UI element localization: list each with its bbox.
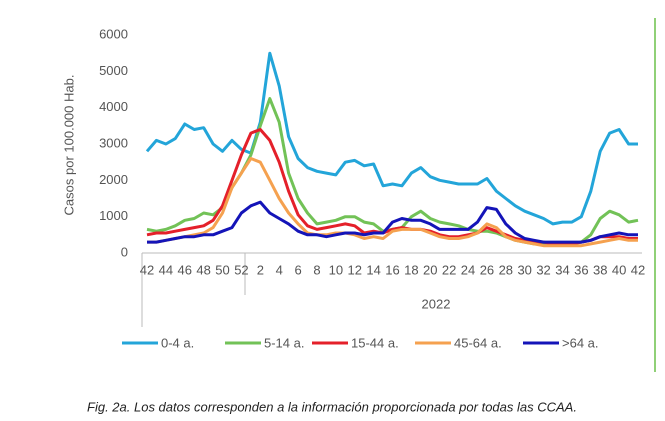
x-tick-label: 38	[593, 262, 607, 277]
x-tick-label: 36	[574, 262, 588, 277]
legend-label: 45-64 a.	[454, 335, 502, 350]
series-line	[147, 200, 638, 244]
y-tick-label: 5000	[99, 63, 128, 78]
x-tick-label: 18	[404, 262, 418, 277]
x-tick-label: 4	[276, 262, 283, 277]
x-tick-label: 42	[631, 262, 645, 277]
legend-label: 0-4 a.	[161, 335, 194, 350]
x-tick-label: 32	[536, 262, 550, 277]
x-tick-label: 34	[555, 262, 569, 277]
x-tick-label: 28	[499, 262, 513, 277]
x-tick-label: 14	[366, 262, 380, 277]
x-tick-label: 2	[257, 262, 264, 277]
x-tick-label: 22	[442, 262, 456, 277]
x-tick-label: 6	[294, 262, 301, 277]
x-tick-label: 46	[178, 262, 192, 277]
x-tick-label: 52	[234, 262, 248, 277]
y-tick-label: 0	[121, 244, 128, 259]
y-tick-label: 1000	[99, 208, 128, 223]
x-tick-label: 44	[159, 262, 173, 277]
y-tick-label: 2000	[99, 172, 128, 187]
series-line	[146, 128, 638, 246]
x-tick-label: 20	[423, 262, 437, 277]
series-line	[147, 157, 638, 248]
x-tick-label: 12	[347, 262, 361, 277]
x-tick-label: 10	[329, 262, 343, 277]
legend-label: 5-14 a.	[264, 335, 304, 350]
x-tick-label: 8	[313, 262, 320, 277]
series-line	[145, 51, 638, 226]
x-tick-label: 26	[480, 262, 494, 277]
x-tick-label: 40	[612, 262, 626, 277]
x-tick-label: 16	[385, 262, 399, 277]
caption: Fig. 2a. Los datos corresponden a la inf…	[87, 399, 577, 414]
y-tick-label: 4000	[99, 99, 128, 114]
y-axis-label: Casos por 100.000 Hab.	[61, 75, 76, 216]
legend-label: 15-44 a.	[351, 335, 399, 350]
x-tick-label: 50	[215, 262, 229, 277]
x-tick-label: 48	[196, 262, 210, 277]
y-tick-label: 6000	[99, 26, 128, 41]
x-tick-label: 24	[461, 262, 475, 277]
x-group-label: 2022	[422, 296, 451, 311]
legend-label: >64 a.	[562, 335, 599, 350]
x-tick-label: 30	[517, 262, 531, 277]
x-tick-label: 42	[140, 262, 154, 277]
y-tick-label: 3000	[99, 135, 128, 150]
